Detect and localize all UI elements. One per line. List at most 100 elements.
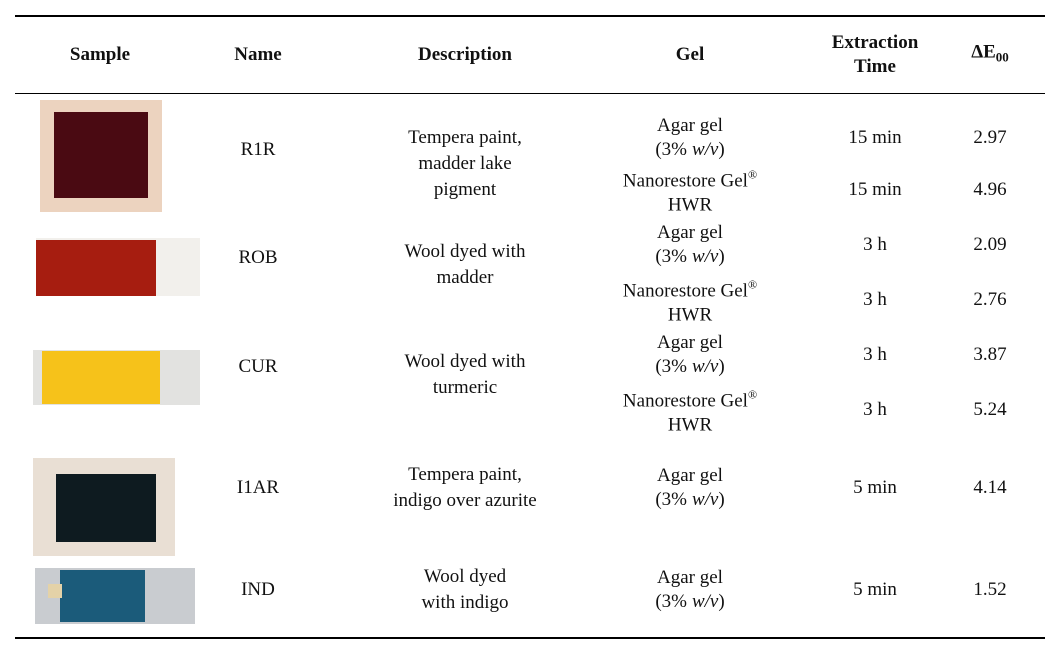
gel-line: HWR [623, 414, 757, 438]
extraction-time: 15 min [848, 178, 901, 202]
time-text: 5 min [853, 579, 897, 600]
gel-cell: Agar gel (3% w/v) [655, 221, 724, 269]
gel-cell: Agar gel (3% w/v) [655, 331, 724, 379]
time-text: 3 h [863, 344, 887, 365]
header-text: Name [234, 44, 282, 65]
gel-name: Nanorestore Gel [622, 170, 748, 192]
gel-bracket: ) [718, 591, 725, 612]
gel-cell: Nanorestore Gel® HWR [623, 163, 757, 218]
header-delta-e: ΔE00 [971, 41, 1009, 70]
delta-e-text: 4.96 [973, 179, 1007, 200]
header-text: Description [418, 44, 512, 65]
name-text: I1AR [236, 477, 280, 498]
gel-line: Nanorestore Gel® [623, 273, 757, 304]
gel-concentration: (3% [655, 489, 687, 510]
extraction-time: 3 h [863, 343, 887, 367]
description-line: with indigo [421, 592, 509, 613]
sample-description: Tempera paint, indigo over azurite [393, 462, 537, 514]
gel-line: Agar gel [655, 566, 724, 590]
sample-image-r1r [40, 100, 162, 212]
sample-image-cur [33, 350, 200, 405]
gel-name: Nanorestore Gel [622, 390, 748, 412]
gel-unit: w/v [691, 356, 719, 377]
gel-bracket: ) [718, 139, 725, 160]
sample-description: Wool dyed with madder [405, 239, 526, 291]
gel-superscript: ® [747, 277, 758, 292]
gel-name: Nanorestore Gel [622, 280, 748, 302]
gel-concentration: (3% [655, 139, 687, 160]
gel-bracket: ) [718, 356, 725, 377]
description-line: Tempera paint, [408, 464, 522, 485]
gel-line: HWR [623, 194, 757, 218]
gel-cell: Nanorestore Gel® HWR [623, 383, 757, 438]
gel-name: Agar gel [657, 332, 723, 353]
sample-image-ind [35, 568, 195, 624]
gel-name: HWR [667, 194, 713, 216]
description-line: Tempera paint, [408, 127, 522, 148]
delta-e-text: 1.52 [973, 579, 1007, 600]
gel-concentration: (3% [655, 591, 687, 612]
gel-line: (3% w/v) [655, 488, 724, 512]
gel-name: HWR [667, 414, 713, 436]
description-line: Wool dyed with [404, 241, 526, 262]
sample-image-i1ar [33, 458, 175, 556]
name-text: R1R [240, 139, 276, 160]
header-symbol: ΔE [971, 41, 996, 63]
header-name: Name [234, 43, 281, 67]
header-sample: Sample [70, 43, 130, 67]
gel-line: Nanorestore Gel® [623, 163, 757, 194]
delta-e-text: 2.76 [973, 289, 1007, 310]
gel-line: (3% w/v) [655, 355, 724, 379]
description-line: Wool dyed [423, 566, 507, 587]
gel-name: Agar gel [657, 465, 723, 486]
delta-e-value: 1.52 [973, 578, 1006, 602]
delta-e-text: 4.14 [973, 477, 1007, 498]
extraction-time: 3 h [863, 288, 887, 312]
sample-description: Tempera paint, madder lake pigment [408, 125, 522, 203]
delta-e-value: 4.96 [973, 178, 1006, 202]
sample-description: Wool dyed with turmeric [405, 349, 526, 401]
description-line: pigment [433, 179, 497, 200]
extraction-time: 3 h [863, 398, 887, 422]
gel-cell: Agar gel (3% w/v) [655, 114, 724, 162]
header-subscript: 00 [995, 49, 1009, 65]
bottom-rule [15, 637, 1045, 639]
delta-e-text: 2.97 [973, 127, 1007, 148]
extraction-time: 5 min [853, 578, 897, 602]
description-line: madder [436, 267, 494, 288]
extraction-time: 5 min [853, 476, 897, 500]
sample-name: CUR [238, 355, 277, 379]
time-text: 5 min [853, 477, 897, 498]
header-extraction-time: Extraction Time [832, 31, 919, 79]
gel-bracket: ) [718, 489, 725, 510]
header-text: Sample [69, 44, 131, 65]
description-line: indigo over azurite [393, 490, 537, 511]
gel-name: HWR [667, 304, 713, 326]
sample-name: IND [241, 578, 275, 602]
gel-line: Agar gel [655, 221, 724, 245]
name-text: IND [241, 579, 275, 600]
header-description: Description [418, 43, 512, 67]
gel-unit: w/v [691, 246, 719, 267]
delta-e-value: 2.09 [973, 233, 1006, 257]
time-text: 15 min [848, 179, 902, 200]
name-text: ROB [238, 247, 278, 268]
header-text: Time [854, 56, 896, 77]
delta-e-text: 2.09 [973, 234, 1007, 255]
delta-e-value: 2.97 [973, 126, 1006, 150]
gel-name: Agar gel [657, 222, 723, 243]
name-text: CUR [238, 356, 278, 377]
gel-superscript: ® [747, 167, 758, 182]
header-text: Gel [675, 44, 705, 65]
sample-name: I1AR [237, 476, 279, 500]
gel-concentration: (3% [655, 356, 687, 377]
time-text: 3 h [863, 289, 887, 310]
gel-line: Nanorestore Gel® [623, 383, 757, 414]
gel-cell: Agar gel (3% w/v) [655, 566, 724, 614]
time-text: 3 h [863, 399, 887, 420]
delta-e-value: 2.76 [973, 288, 1006, 312]
description-line: madder lake [418, 153, 512, 174]
sample-image-rob [36, 238, 200, 296]
description-line: turmeric [432, 377, 498, 398]
